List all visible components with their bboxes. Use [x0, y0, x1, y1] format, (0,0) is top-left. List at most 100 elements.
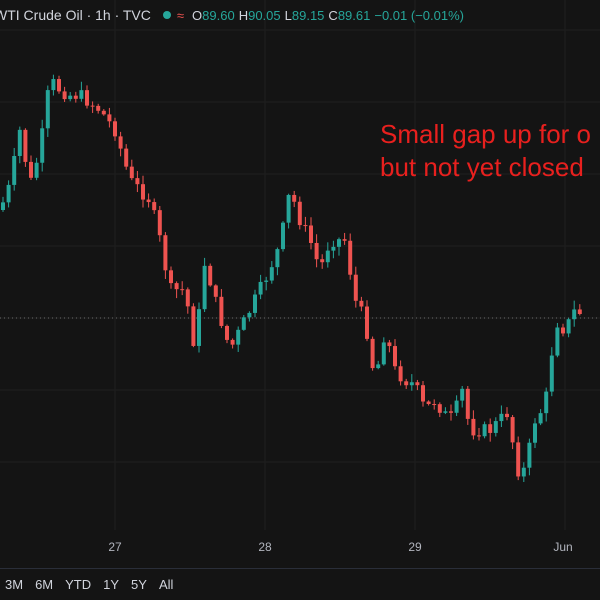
candle-body: [555, 327, 560, 356]
candle-body: [449, 411, 453, 413]
candle-body: [157, 210, 162, 236]
candle-body: [101, 110, 106, 115]
candle-body: [409, 382, 414, 386]
time-label: Jun: [553, 540, 573, 554]
candle-body: [426, 401, 431, 405]
candle-body: [544, 391, 549, 414]
ohlc-key: O: [192, 8, 203, 23]
candle-body: [443, 411, 448, 413]
candle-body: [465, 388, 470, 419]
candle-body: [432, 404, 437, 406]
annotation: Small gap up for o but not yet closed: [380, 118, 591, 184]
candle-body: [387, 342, 392, 347]
candle-body: [96, 105, 101, 111]
candle-body: [314, 242, 319, 260]
candle-body: [219, 296, 224, 326]
candle-body: [281, 222, 285, 250]
candle-body: [73, 95, 78, 99]
candle-body: [135, 178, 140, 185]
candle-body: [6, 184, 11, 203]
ohlc-value: 90.05: [248, 8, 281, 23]
candle-body: [566, 319, 571, 334]
candle-body: [353, 274, 358, 301]
candle-body: [90, 105, 95, 107]
candle-body: [533, 423, 537, 443]
range-button[interactable]: 5Y: [131, 577, 147, 592]
chart-canvas: [0, 0, 600, 530]
annotation-line: but not yet closed: [380, 152, 584, 182]
candle-body: [337, 239, 341, 247]
candle-body: [454, 400, 459, 413]
range-button[interactable]: 6M: [35, 577, 54, 592]
candle-body: [482, 424, 487, 437]
candle-body: [29, 161, 33, 178]
time-label: 29: [408, 540, 422, 554]
candle-body: [68, 95, 73, 100]
candle-body: [527, 442, 532, 468]
range-button[interactable]: 3M: [5, 577, 24, 592]
candle-body: [325, 250, 330, 263]
candle-body: [359, 300, 364, 307]
candle-body: [1, 202, 5, 210]
candle-body: [57, 79, 61, 92]
range-bar: 3M 6M YTD 1Y 5Y All: [0, 568, 600, 600]
candle-body: [320, 259, 325, 263]
candle-body: [79, 90, 84, 99]
candle-body: [180, 289, 185, 291]
range-button[interactable]: 1Y: [103, 577, 120, 592]
candle-body: [141, 184, 145, 200]
range-button[interactable]: All: [158, 577, 174, 592]
time-label: 28: [258, 540, 272, 554]
candle-body: [17, 129, 22, 156]
candle-body: [124, 148, 129, 167]
candle-body: [118, 136, 123, 149]
ohlc-key: L: [284, 8, 292, 23]
candle-body: [561, 327, 565, 334]
candle-body: [292, 194, 297, 202]
annotation-line: Small gap up for o: [380, 119, 592, 149]
header: WTI Crude Oil · 1h · TVC ≈ O89.60 H90.05 L…: [0, 7, 468, 23]
candle-body: [493, 421, 498, 433]
candle-body: [191, 306, 196, 346]
candle-body: [213, 285, 218, 297]
candle-body: [185, 289, 190, 307]
candle-body: [572, 309, 577, 320]
candle-body: [258, 281, 263, 295]
candle-body: [269, 267, 274, 281]
candle-body: [398, 366, 403, 382]
candle-body: [415, 382, 420, 386]
candle-body: [247, 312, 252, 318]
candle-body: [202, 265, 207, 310]
candle-body: [51, 79, 56, 91]
ohlc: O89.60 H90.05 L89.15 C89.61: [192, 7, 374, 23]
status-dot: [162, 11, 171, 19]
candle-body: [365, 306, 369, 339]
range-button[interactable]: YTD: [65, 577, 92, 592]
candle-body: [538, 413, 543, 424]
candle-body: [129, 166, 134, 179]
candle-body: [146, 199, 151, 203]
candle-body: [499, 413, 504, 422]
change: −0.01 (−0.01%): [374, 7, 464, 23]
candle-body: [471, 418, 476, 436]
symbol-title: WTI Crude Oil · 1h · TVC: [0, 7, 151, 23]
candle-body: [253, 294, 257, 313]
ohlc-key: H: [238, 8, 249, 23]
candle-body: [241, 317, 246, 330]
candle-body: [477, 435, 481, 437]
candle-body: [393, 346, 397, 367]
candle-body: [421, 385, 425, 402]
time-label: 27: [108, 540, 122, 554]
candle-body: [208, 265, 213, 286]
candle-body: [303, 225, 308, 227]
candle-body: [113, 121, 117, 137]
candle-body: [152, 202, 157, 211]
candle-body: [348, 240, 353, 275]
candle-body: [577, 309, 582, 314]
candle-body: [62, 91, 67, 100]
candle-body: [331, 246, 336, 251]
ohlc-value: 89.60: [202, 8, 235, 23]
candle-body: [404, 381, 409, 386]
candle-body: [197, 309, 201, 346]
